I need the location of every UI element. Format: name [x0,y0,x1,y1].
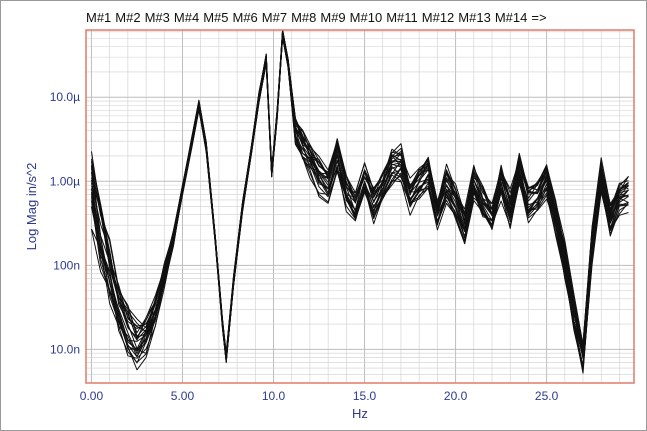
x-axis-title: Hz [352,406,368,421]
legend: M#1 M#2 M#3 M#4 M#5 M#6 M#7 M#8 M#9 M#10 M#11 M#12 M… [86,10,547,25]
x-tick-label: 20.0 [444,389,468,403]
plot-area-border [85,29,635,384]
grid [86,30,634,384]
legend-entry: M#5 [203,10,228,25]
x-tick-label: 10.0 [262,389,286,403]
legend-entry: M#8 [291,10,316,25]
legend-entry: M#13 [458,10,491,25]
x-tick-label: 15.0 [353,389,377,403]
y-tick-label: 10.0µ [50,90,80,104]
series-group [91,29,629,374]
series-line [91,34,629,371]
legend-more[interactable]: => [531,10,546,25]
legend-entry: M#11 [386,10,418,25]
legend-entry: M#9 [320,10,345,25]
legend-entry: M#10 [350,10,383,25]
y-tick-label: 10.0n [50,342,80,356]
legend-entry: M#12 [422,10,455,25]
x-tick-label: 5.00 [171,389,195,403]
legend-entry: M#7 [262,10,287,25]
y-axis-title: Log Mag in/s^2 [24,163,39,251]
x-tick-label: 0.00 [80,389,104,403]
y-tick-label: 1.00µ [50,174,80,188]
legend-entry: M#2 [115,10,140,25]
series-line [91,29,629,354]
legend-entry: M#4 [174,10,199,25]
legend-entry: M#1 [86,10,111,25]
y-tick-label: 100n [53,258,80,272]
y-axis-ticks: 10.0µ 1.00µ 100n 10.0n [50,90,80,356]
legend-entry: M#14 [495,10,528,25]
legend-entry: M#3 [145,10,170,25]
x-axis-ticks: 0.00 5.00 10.0 15.0 20.0 25.0 [80,389,559,403]
x-tick-label: 25.0 [535,389,559,403]
legend-entry: M#6 [232,10,257,25]
